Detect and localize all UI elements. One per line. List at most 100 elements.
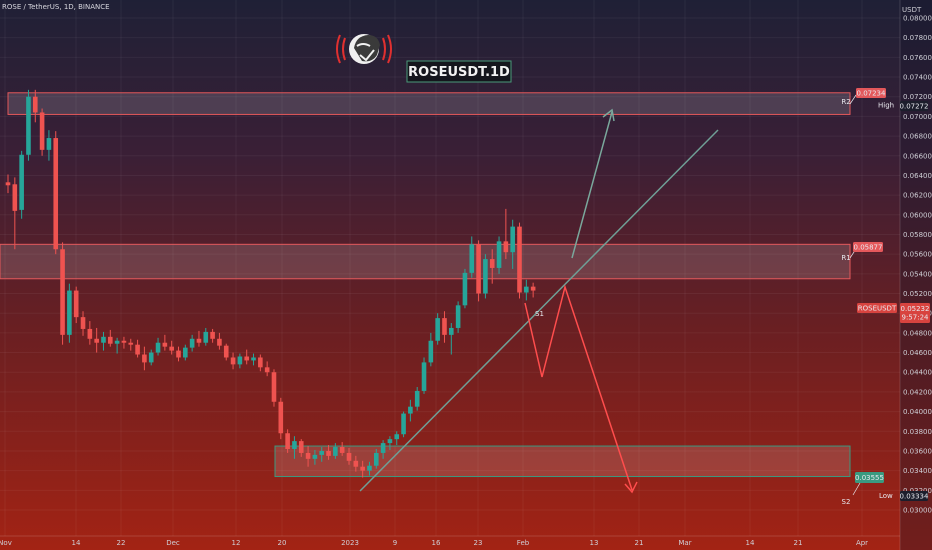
candle-body: [278, 401, 284, 434]
candle-body: [101, 336, 106, 343]
y-tick-label: 0.03400: [903, 467, 932, 475]
y-tick-label: 0.07200: [903, 93, 932, 101]
y-tick-label: 0.04400: [903, 369, 932, 377]
candle-body: [387, 439, 393, 444]
high-label: High: [878, 102, 894, 110]
candle-body: [19, 154, 24, 210]
candle-body: [469, 244, 475, 273]
candle-body: [326, 450, 331, 456]
candle-body: [455, 305, 461, 328]
candle-body: [353, 460, 359, 467]
x-tick-label: Apr: [856, 539, 868, 547]
x-tick-label: Nov: [0, 539, 12, 547]
candle-body: [489, 259, 495, 268]
x-tick-label: 22: [117, 539, 126, 547]
candle-body: [312, 454, 318, 459]
candle-body: [169, 346, 174, 351]
y-axis-panel: [900, 0, 932, 550]
y-axis-unit: USDT: [902, 6, 922, 14]
candle-body: [183, 347, 188, 358]
x-tick-label: 9: [393, 539, 397, 547]
y-tick-label: 0.06800: [903, 133, 932, 141]
y-tick-label: 0.07800: [903, 34, 932, 42]
candle-body: [408, 406, 413, 414]
grid-layer: [0, 0, 900, 536]
zones-layer: [0, 92, 851, 478]
candle-body: [360, 466, 365, 471]
candle-body: [367, 465, 372, 471]
x-tick-label: 21: [635, 539, 644, 547]
candle-body: [73, 290, 79, 318]
x-tick-label: 16: [432, 539, 441, 547]
candle-body: [428, 340, 434, 363]
candle-body: [496, 241, 502, 268]
symbol-header: ROSE / TetherUS, 1D, BINANCE: [2, 3, 110, 11]
candle-body: [142, 354, 147, 363]
candle-body: [5, 182, 11, 186]
y-tick-label: 0.04200: [903, 388, 932, 396]
y-tick-label: 0.07400: [903, 74, 932, 82]
x-tick-label: 2023: [341, 539, 359, 547]
r1-value: 0.05877: [854, 244, 883, 252]
y-tick-label: 0.08000: [903, 15, 932, 23]
low-value: 0.03334: [900, 493, 929, 501]
candle-body: [203, 331, 209, 343]
candle-body: [135, 344, 140, 355]
candle-body: [26, 96, 31, 155]
candle-body: [517, 226, 522, 293]
zone-s2: [274, 445, 851, 478]
candle-body: [128, 342, 134, 345]
projection-down-path: [524, 284, 633, 491]
candle-body: [148, 352, 154, 363]
candle-body: [87, 328, 93, 339]
x-tick-label: 23: [474, 539, 483, 547]
candle-body: [285, 433, 290, 449]
high-value-box: [900, 101, 928, 111]
label-s2: S2: [842, 498, 851, 506]
candle-body: [258, 357, 263, 368]
low-value-box: [900, 491, 928, 501]
candle-body: [244, 356, 249, 361]
candle-body: [380, 443, 386, 453]
y-tick-label: 0.03000: [903, 507, 932, 515]
candle-body: [223, 345, 229, 358]
projection-up-path: [571, 111, 613, 259]
chart-title: ROSEUSDT.1D: [408, 65, 510, 80]
y-tick-label: 0.03800: [903, 428, 932, 436]
candle-body: [53, 138, 59, 250]
current-countdown: 9:57:24: [902, 314, 930, 322]
current-symbol: ROSEUSDT: [858, 305, 897, 313]
x-tick-label: 13: [590, 539, 599, 547]
candle-body: [108, 336, 113, 344]
x-tick-label: 21: [794, 539, 803, 547]
candles-layer: [5, 89, 536, 478]
candle-body: [176, 350, 181, 358]
arrow-down-icon: [624, 481, 638, 494]
candle-body: [67, 290, 72, 335]
s2-value-box: [855, 472, 884, 483]
label-s1: S1: [535, 310, 544, 318]
candle-body: [462, 272, 468, 306]
candle-body: [421, 362, 427, 391]
candle-body: [210, 331, 215, 339]
candle-body: [60, 249, 65, 335]
title-box: [406, 60, 512, 83]
candle-body: [449, 327, 454, 335]
candle-body: [401, 413, 406, 435]
y-tick-label: 0.03200: [903, 487, 932, 495]
y-tick-label: 0.04800: [903, 329, 932, 337]
x-tick-label: 20: [278, 539, 287, 547]
y-tick-label: 0.05600: [903, 251, 932, 259]
candle-body: [196, 338, 202, 343]
s2-value: 0.03555: [855, 474, 884, 482]
candle-body: [94, 338, 99, 343]
candle-body: [319, 450, 325, 455]
arrow-up-icon: [602, 108, 615, 122]
candle-body: [394, 434, 400, 440]
candle-body: [292, 441, 297, 449]
high-value: 0.07272: [900, 103, 929, 111]
candle-body: [80, 317, 86, 329]
